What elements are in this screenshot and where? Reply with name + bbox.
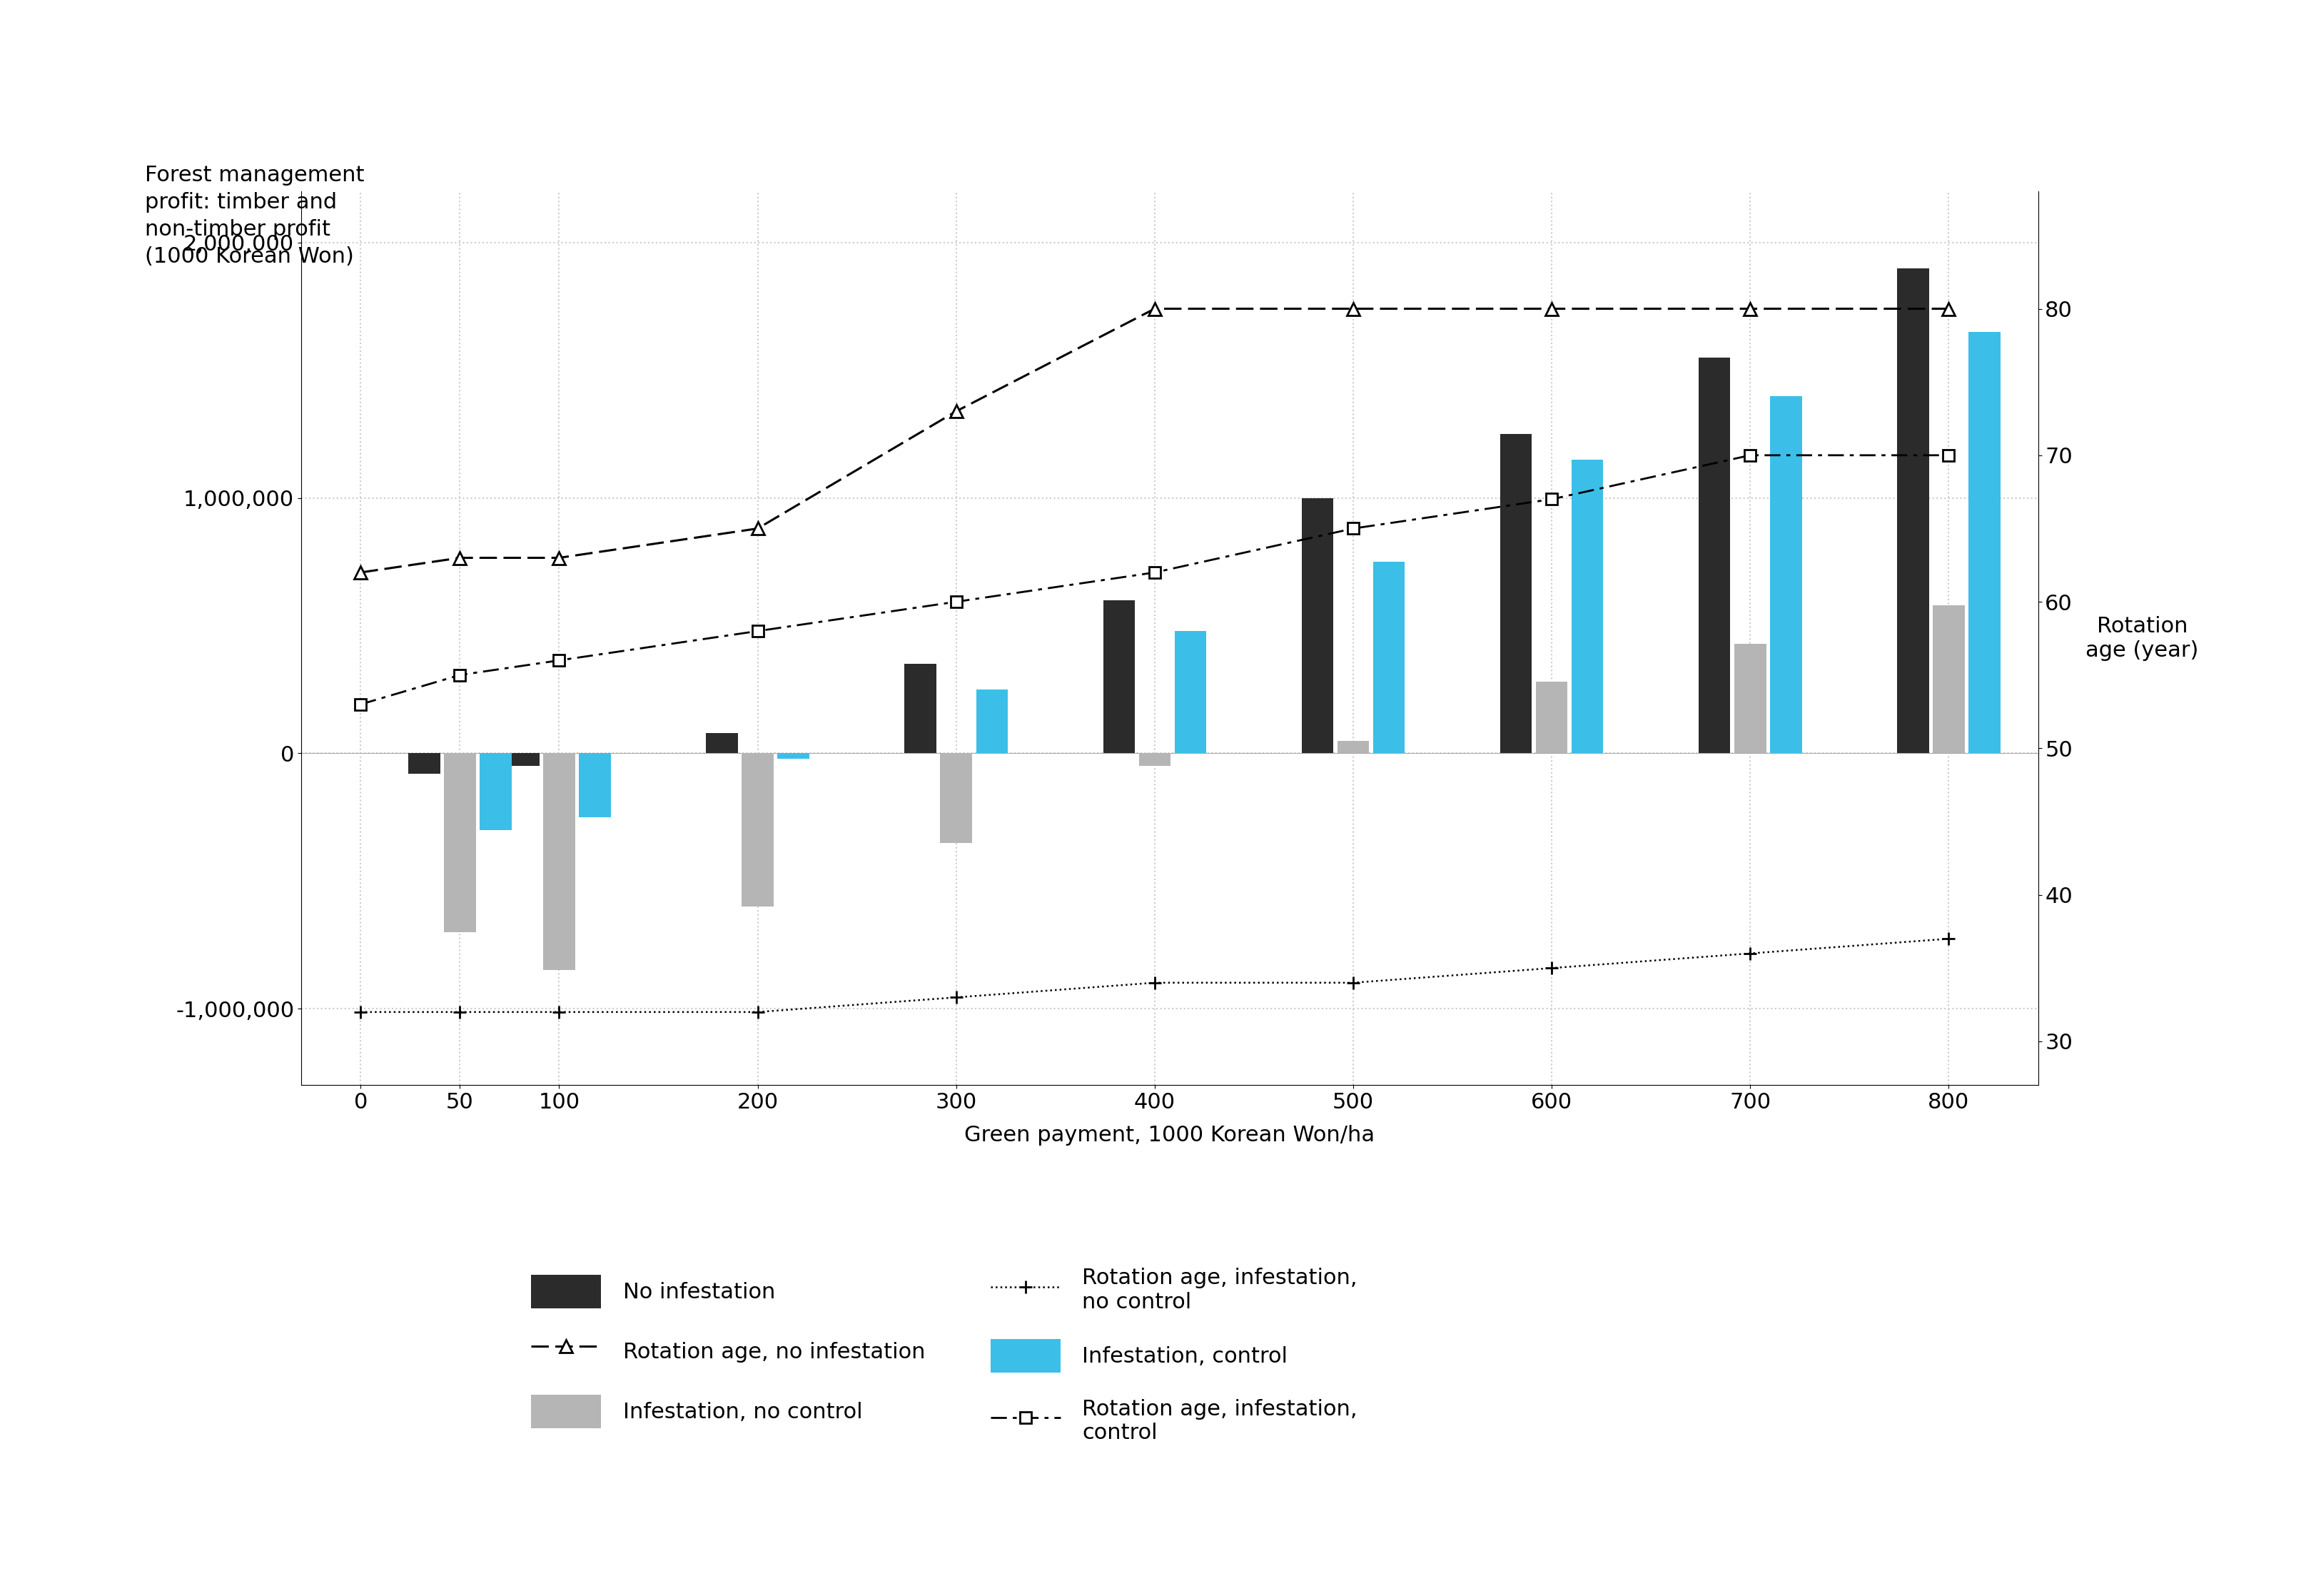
Bar [579, 753, 611, 817]
Bar [906, 664, 936, 753]
Bar [778, 753, 808, 758]
Bar [1336, 741, 1369, 753]
Bar [1573, 460, 1603, 753]
Bar [741, 753, 774, 907]
Bar [1897, 268, 1929, 753]
Bar [1373, 562, 1406, 753]
Bar [1102, 600, 1135, 753]
X-axis label: Green payment, 1000 Korean Won/ha: Green payment, 1000 Korean Won/ha [963, 1125, 1376, 1146]
Bar [940, 753, 973, 843]
Bar [1735, 643, 1767, 753]
Bar [1501, 434, 1531, 753]
Bar [1969, 332, 2001, 753]
Text: Forest management
profit: timber and
non-timber profit
(1000 Korean Won): Forest management profit: timber and non… [146, 164, 364, 267]
Bar [706, 733, 739, 753]
Y-axis label: Rotation
age (year): Rotation age (year) [2087, 616, 2198, 661]
Bar [1174, 630, 1207, 753]
Bar [408, 753, 440, 774]
Bar [544, 753, 574, 970]
Bar [1302, 498, 1334, 753]
Bar [975, 689, 1007, 753]
Legend: No infestation, Rotation age, no infestation, Infestation, no control, Rotation : No infestation, Rotation age, no infesta… [521, 1258, 1369, 1454]
Bar [1934, 605, 1964, 753]
Bar [445, 753, 475, 932]
Bar [1139, 753, 1170, 766]
Bar [507, 753, 540, 766]
Bar [1769, 396, 1802, 753]
Bar [1536, 681, 1568, 753]
Bar [479, 753, 512, 830]
Bar [1698, 358, 1730, 753]
